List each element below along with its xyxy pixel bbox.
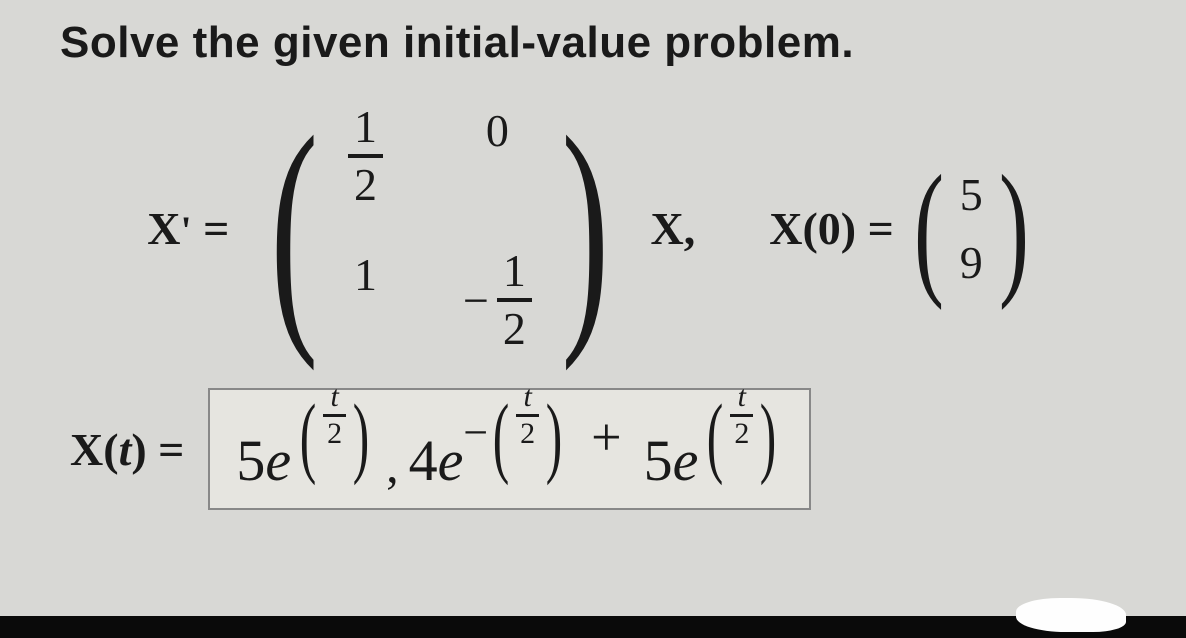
- paren-right-icon: ): [760, 392, 776, 482]
- matrix-cell-a22: − 1 2: [463, 248, 532, 352]
- paren-right-icon: ): [546, 392, 562, 482]
- paren-right-icon: ): [999, 153, 1029, 303]
- paren-right-icon: ): [561, 98, 609, 358]
- t3-exponent: ( t 2 ): [700, 370, 783, 460]
- term-3: 5 e ( t 2 ): [644, 404, 784, 494]
- paren-left-icon: (: [300, 392, 316, 482]
- t2-exp-den: 2: [516, 417, 539, 451]
- a22-sign: −: [463, 274, 489, 327]
- equation-1: X' = ( 1 2 0 1 − 1: [60, 98, 1126, 358]
- comma: ,: [380, 436, 405, 494]
- t3-exp-den: 2: [730, 417, 753, 451]
- initial-condition: X(0) = ( 5 9 ): [769, 153, 1039, 303]
- ic-label: X(0) =: [769, 202, 894, 255]
- eq1-x-var: X,: [650, 202, 695, 255]
- matrix-cell-a12: 0: [463, 104, 532, 208]
- eq1-lhs: X' =: [147, 202, 229, 255]
- equation-2: X(t) = 5 e ( t 2 ) , 4 e: [60, 388, 1126, 510]
- t1-exp-den: 2: [323, 417, 346, 451]
- t3-exp-num: t: [734, 380, 750, 414]
- coefficient-matrix: ( 1 2 0 1 − 1: [251, 98, 628, 358]
- paren-left-icon: (: [707, 392, 723, 482]
- a11-num: 1: [348, 104, 383, 154]
- matrix-cell-a11: 1 2: [348, 104, 383, 208]
- term-2: 4 e − ( t 2 ): [409, 404, 570, 494]
- white-artifact: [1016, 598, 1126, 632]
- a22-num: 1: [497, 248, 532, 298]
- a11-den: 2: [348, 158, 383, 208]
- paren-left-icon: (: [271, 98, 319, 358]
- paren-left-icon: (: [493, 392, 509, 482]
- answer-input-box[interactable]: 5 e ( t 2 ) , 4 e − (: [208, 388, 811, 510]
- t1-coef: 5: [236, 427, 265, 494]
- t1-exp-num: t: [326, 380, 342, 414]
- t1-base: e: [265, 427, 291, 494]
- term-1: 5 e ( t 2 ): [236, 404, 376, 494]
- prompt-text: Solve the given initial-value problem.: [60, 18, 1126, 68]
- paren-right-icon: ): [353, 392, 369, 482]
- t2-exponent: ( t 2 ): [486, 370, 569, 460]
- matrix-cell-a21: 1: [348, 248, 383, 352]
- plus-op: +: [573, 406, 639, 468]
- paren-left-icon: (: [914, 153, 944, 303]
- t3-coef: 5: [644, 427, 673, 494]
- t2-exp-num: t: [519, 380, 535, 414]
- t2-base: e: [438, 427, 464, 494]
- ic-bottom: 9: [960, 236, 983, 289]
- eq2-lhs: X(t) =: [70, 423, 184, 476]
- t2-coef: 4: [409, 427, 438, 494]
- ic-top: 5: [960, 168, 983, 221]
- bottom-edge: [0, 616, 1186, 638]
- t3-base: e: [673, 427, 699, 494]
- t2-exp-sign: −: [463, 407, 488, 458]
- page: Solve the given initial-value problem. X…: [0, 0, 1186, 510]
- t1-exponent: ( t 2 ): [293, 370, 376, 460]
- a22-den: 2: [497, 302, 532, 352]
